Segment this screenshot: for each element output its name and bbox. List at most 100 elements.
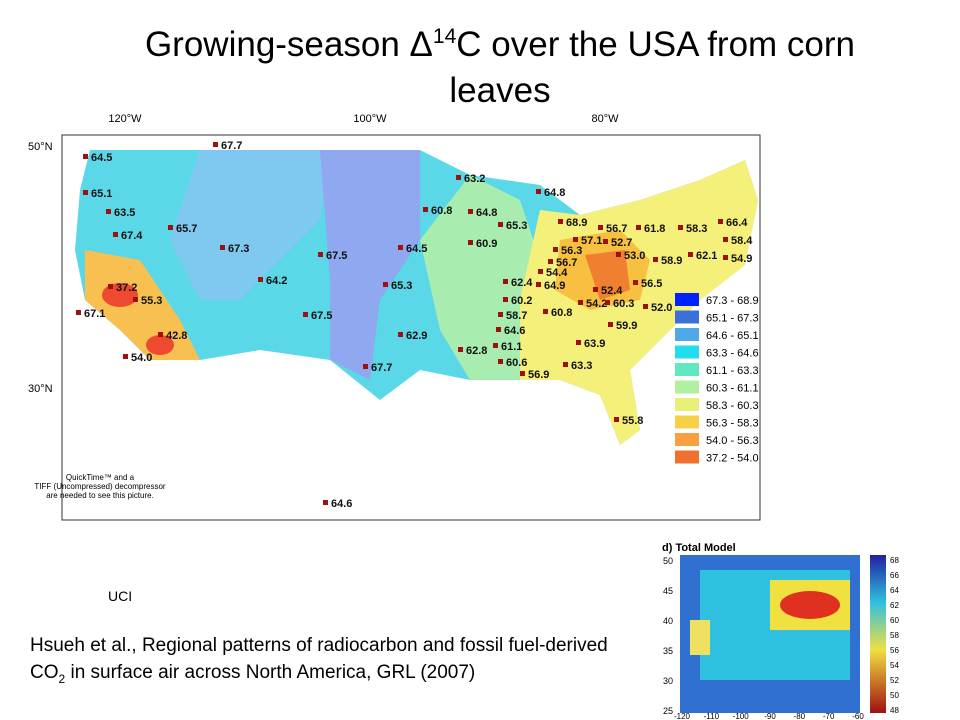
legend-label: 67.3 - 68.9 [706,295,759,307]
site-value: 54.2 [586,298,607,310]
site-value: 64.5 [91,152,112,164]
site-value: 64.6 [504,325,525,337]
inset-x-label: -90 [764,712,776,720]
site-value: 64.9 [544,280,565,292]
site-value: 62.1 [696,250,717,262]
placeholder-text: TIFF (Uncompressed) decompressor [34,482,165,491]
inset-title: d) Total Model [662,542,736,554]
site-marker [123,354,128,359]
legend-swatch [675,433,699,446]
legend-label: 65.1 - 67.3 [706,313,759,325]
inset-x-label: -120 [674,712,691,720]
graticule-labels: 120°W 100°W 80°W 50°N 30°N [28,113,619,395]
site-marker [168,225,173,230]
site-marker [113,232,118,237]
legend-swatch [675,345,699,359]
citation-text: Hsueh et al., Regional patterns of radio… [30,635,608,683]
site-marker [636,225,641,230]
inset-y-label: 35 [663,646,673,656]
inset-x-label: -70 [823,712,835,720]
site-marker [603,239,608,244]
site-marker [458,347,463,352]
legend-swatch [675,310,699,324]
legend-swatch [675,380,699,394]
colorbar-label: 66 [890,571,899,580]
site-marker [468,209,473,214]
site-value: 63.5 [114,207,135,219]
inset-x-label: -60 [852,712,864,720]
site-marker [548,259,553,264]
site-marker [536,282,541,287]
site-marker [558,219,563,224]
site-marker [258,277,263,282]
legend-label: 54.0 - 56.3 [706,435,759,447]
site-value: 68.9 [566,217,587,229]
site-marker [468,240,473,245]
colorbar-label: 54 [890,661,899,670]
colorbar-label: 48 [890,706,899,715]
site-value: 59.9 [616,320,637,332]
site-marker [536,189,541,194]
citation-text: in surface air across North America, GRL… [65,662,476,683]
title-text: C over the USA from corn leaves [449,25,856,110]
placeholder-text: are needed to see this picture. [46,491,154,500]
site-value: 67.1 [84,308,105,320]
site-value: 52.4 [601,285,623,297]
site-value: 62.9 [406,330,427,342]
site-value: 54.4 [546,267,568,279]
legend: 67.3 - 68.9 65.1 - 67.3 64.6 - 65.1 63.3 - … [675,293,759,465]
site-marker [76,310,81,315]
site-marker [605,300,610,305]
site-marker [520,371,525,376]
site-value: 60.9 [476,238,497,250]
colorbar-label: 52 [890,676,899,685]
inset-y-label: 25 [663,706,673,716]
site-value: 53.0 [624,250,645,262]
site-value: 64.8 [544,187,565,199]
title: Growing-season Δ14C over the USA from co… [140,22,860,114]
inset-model: d) Total Model 50 45 40 35 30 25-120 -110 -100 -9… [662,542,899,720]
site-value: 60.8 [431,205,452,217]
citation-sub: 2 [58,671,66,686]
map-fill [75,150,758,445]
colorbar-label: 60 [890,616,899,625]
site-marker [106,209,111,214]
site-value: 65.3 [391,280,412,292]
inset-y-label: 40 [663,616,673,626]
site-marker [543,309,548,314]
site-value: 52.7 [611,237,632,249]
site-marker [318,252,323,257]
legend-label: 63.3 - 64.6 [706,348,759,360]
site-value: 56.9 [528,369,549,381]
lat-label: 30°N [28,383,53,395]
site-value: 61.1 [501,341,522,353]
site-marker [616,252,621,257]
site-marker [133,297,138,302]
inset-x-label: -80 [794,712,806,720]
lat-label: 50°N [28,141,53,153]
site-value: 57.1 [581,235,602,247]
site-value: 54.0 [131,352,152,364]
lon-label: 120°W [108,113,142,125]
legend-label: 56.3 - 58.3 [706,418,759,430]
site-marker [633,280,638,285]
colorbar-label: 62 [890,601,899,610]
legend-swatch [675,415,699,429]
site-value: 52.0 [651,302,672,314]
site-value: 60.6 [506,357,527,369]
site-value: 67.5 [326,250,347,262]
inset-x-label: -100 [733,712,750,720]
site-marker [678,225,683,230]
colorbar-label: 68 [890,556,899,565]
site-marker [423,207,428,212]
site-marker [493,343,498,348]
site-value: 64.8 [476,207,497,219]
credit: UCI [108,588,133,604]
site-value: 56.7 [606,223,627,235]
site-marker [503,279,508,284]
site-marker [503,297,508,302]
legend-label: 58.3 - 60.3 [706,400,759,412]
site-value: 65.7 [176,223,197,235]
